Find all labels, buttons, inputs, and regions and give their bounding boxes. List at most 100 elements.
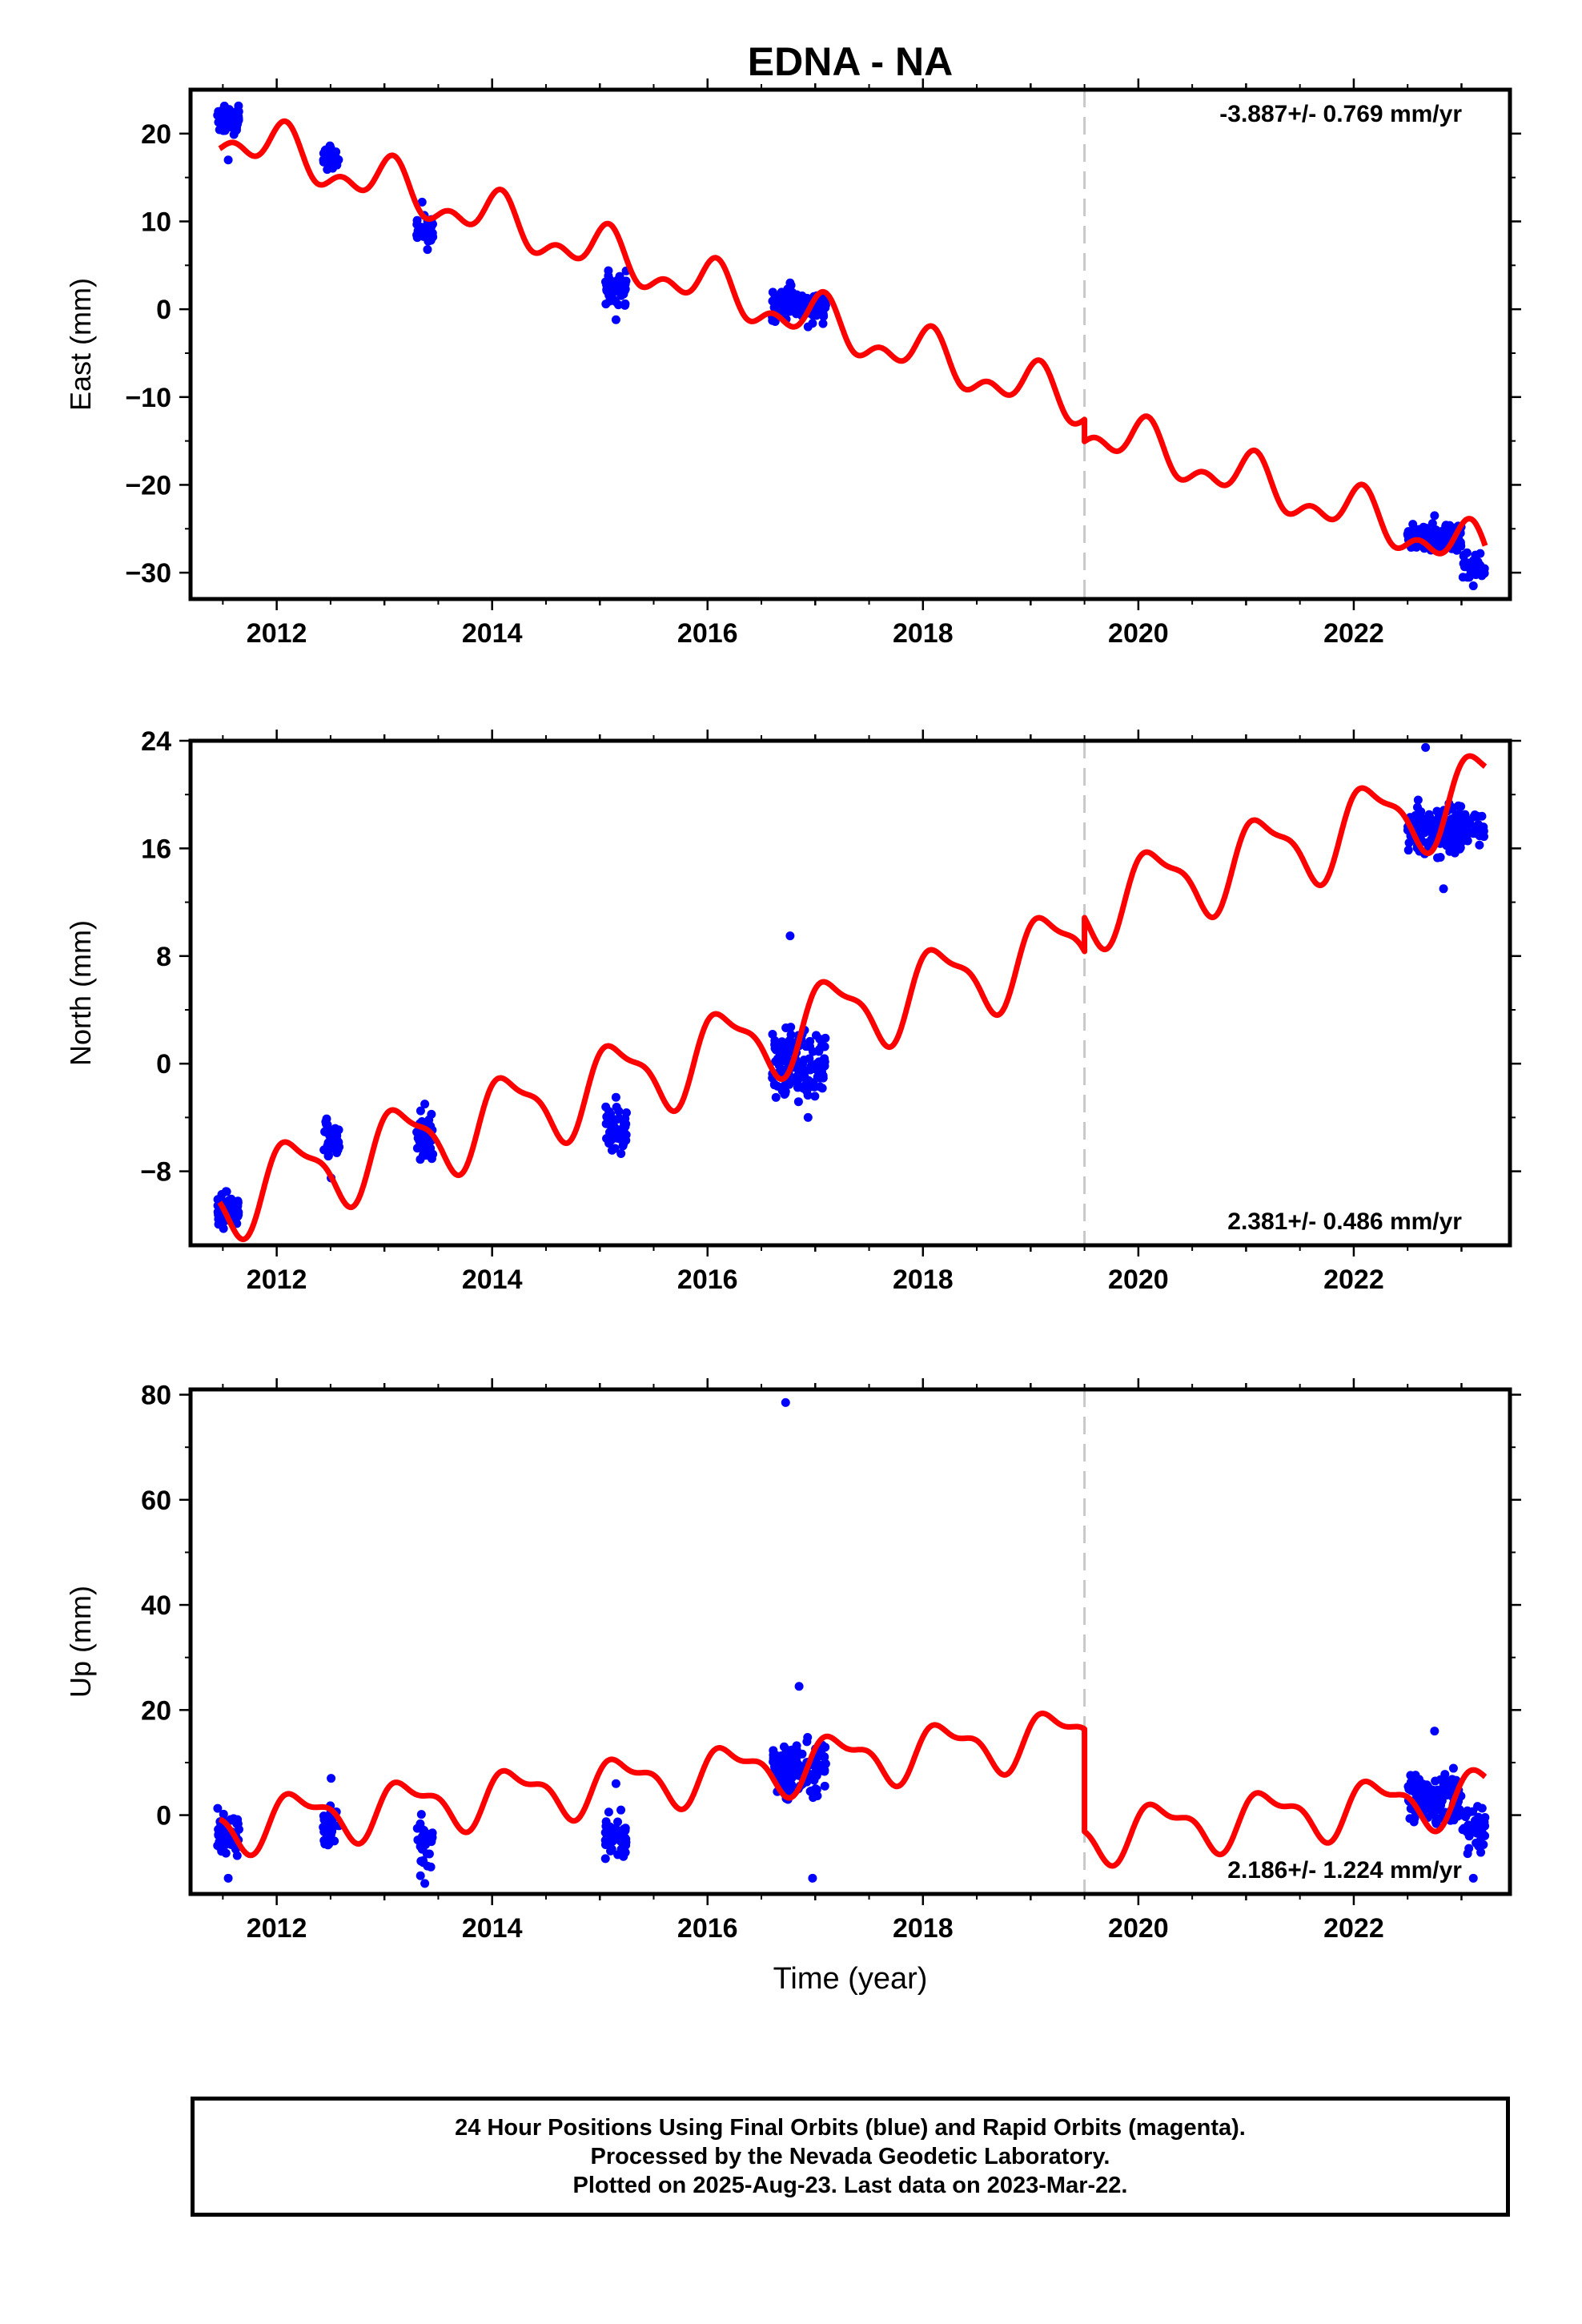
x-tick-label: 2014 — [462, 1265, 523, 1295]
data-point — [818, 1056, 828, 1066]
data-point — [424, 1830, 434, 1839]
data-point — [793, 1751, 802, 1760]
data-point — [1480, 1813, 1490, 1823]
x-tick-label: 2016 — [677, 1265, 738, 1295]
data-point — [797, 292, 807, 301]
data-points — [213, 101, 1489, 591]
data-point-outlier — [808, 1873, 817, 1883]
data-point — [817, 1041, 826, 1051]
data-point — [604, 1807, 613, 1817]
data-point-outlier — [611, 315, 620, 324]
data-point — [607, 1145, 616, 1155]
y-axis-label: North (mm) — [64, 920, 97, 1066]
data-point — [1447, 834, 1457, 843]
data-point — [229, 130, 239, 139]
data-point — [606, 1846, 616, 1856]
data-point — [616, 1805, 626, 1815]
data-point — [820, 1765, 829, 1775]
data-point-outlier — [803, 322, 813, 332]
data-point — [793, 308, 803, 317]
data-point — [1431, 538, 1440, 548]
data-point — [1466, 1822, 1476, 1831]
data-point — [1411, 1772, 1420, 1782]
y-tick-label: 0 — [156, 295, 171, 325]
y-tick-label: −8 — [140, 1157, 171, 1188]
plot-frame — [188, 738, 1512, 1248]
x-tick-label: 2020 — [1108, 618, 1169, 649]
data-point — [1472, 1838, 1481, 1848]
data-point — [1413, 1788, 1423, 1798]
data-point-outlier — [223, 155, 233, 165]
data-point — [785, 1770, 795, 1779]
model-curve — [218, 1711, 1488, 1869]
data-point — [1435, 1791, 1444, 1801]
plot-frame — [188, 87, 1512, 601]
data-point — [1431, 530, 1440, 540]
data-point — [213, 1841, 223, 1851]
data-point — [1410, 529, 1419, 538]
data-point — [620, 1122, 630, 1132]
data-point — [600, 1854, 610, 1864]
data-point — [1445, 521, 1455, 530]
data-point — [1475, 840, 1484, 850]
data-point — [604, 271, 613, 280]
data-point — [807, 1082, 817, 1092]
data-point — [416, 1810, 426, 1819]
data-point — [817, 1745, 827, 1755]
data-point — [319, 155, 328, 165]
data-point — [771, 1092, 781, 1102]
data-point — [820, 1781, 829, 1791]
data-point — [781, 292, 791, 301]
data-point — [323, 1138, 333, 1148]
rate-label: -3.887+/- 0.769 mm/yr — [1219, 101, 1462, 127]
data-point — [818, 319, 828, 328]
data-point — [815, 1082, 825, 1092]
data-point — [319, 1827, 329, 1836]
data-point — [213, 1803, 223, 1813]
data-point — [1464, 558, 1474, 568]
data-points — [213, 1397, 1490, 1888]
data-point — [771, 1764, 781, 1774]
data-point — [779, 1742, 789, 1751]
data-point — [1433, 853, 1443, 862]
y-tick-label: 24 — [141, 726, 171, 757]
data-point — [768, 316, 777, 325]
data-points — [213, 742, 1488, 1233]
x-tick-label: 2012 — [247, 1265, 307, 1295]
data-point — [608, 295, 618, 304]
data-point — [603, 1839, 612, 1849]
data-point-outlier — [223, 1873, 233, 1883]
data-point — [792, 1741, 801, 1751]
data-point-outlier — [1439, 884, 1448, 894]
data-point — [1474, 1812, 1484, 1822]
chart-title: EDNA - NA — [748, 39, 953, 84]
data-point — [768, 1030, 777, 1039]
data-point — [417, 1142, 427, 1152]
caption-line-3: Plotted on 2025-Aug-23. Last data on 202… — [572, 2173, 1128, 2198]
data-point — [227, 1194, 236, 1204]
data-point — [223, 115, 232, 125]
data-point — [1479, 1839, 1488, 1849]
x-tick-label: 2020 — [1108, 1913, 1169, 1944]
data-point — [809, 1793, 818, 1803]
y-tick-label: −20 — [125, 470, 171, 501]
data-point — [321, 1117, 331, 1127]
data-point — [1456, 540, 1465, 549]
caption-line-2: Processed by the Nevada Geodetic Laborat… — [590, 2144, 1110, 2169]
data-point-outlier — [803, 1112, 813, 1122]
data-point — [426, 235, 436, 245]
data-point — [1413, 795, 1423, 805]
data-point — [786, 1779, 796, 1789]
data-point — [781, 1087, 790, 1096]
data-point — [416, 223, 426, 232]
y-tick-label: 16 — [141, 834, 171, 864]
data-point-outlier — [781, 1397, 790, 1407]
data-point — [416, 1834, 426, 1844]
y-tick-label: 80 — [141, 1381, 171, 1411]
data-point — [1408, 520, 1418, 529]
data-point — [214, 118, 223, 127]
data-point — [323, 1817, 333, 1827]
data-point-outlier — [611, 1092, 620, 1102]
data-point — [768, 287, 777, 297]
data-point — [1473, 811, 1483, 821]
